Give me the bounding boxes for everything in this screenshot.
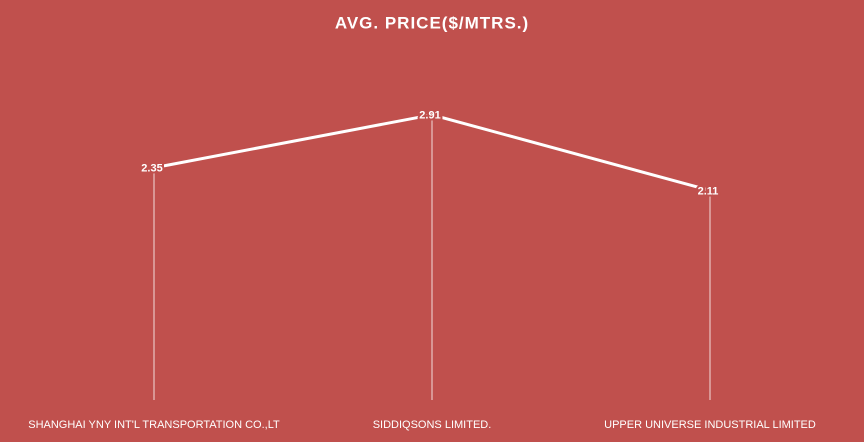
line bbox=[153, 113, 711, 192]
x-tick-label: SHANGHAI YNY INT'L TRANSPORTATION CO.,LT bbox=[28, 419, 280, 431]
data-label: 2.11 bbox=[698, 185, 719, 197]
chart-title: AVG. PRICE($/MTRS.) bbox=[335, 13, 529, 32]
data-label: 2.91 bbox=[419, 110, 440, 122]
x-tick-label: UPPER UNIVERSE INDUSTRIAL LIMITED bbox=[604, 419, 816, 431]
data-label: 2.35 bbox=[141, 163, 162, 175]
x-tick-label: SIDDIQSONS LIMITED. bbox=[373, 419, 492, 431]
